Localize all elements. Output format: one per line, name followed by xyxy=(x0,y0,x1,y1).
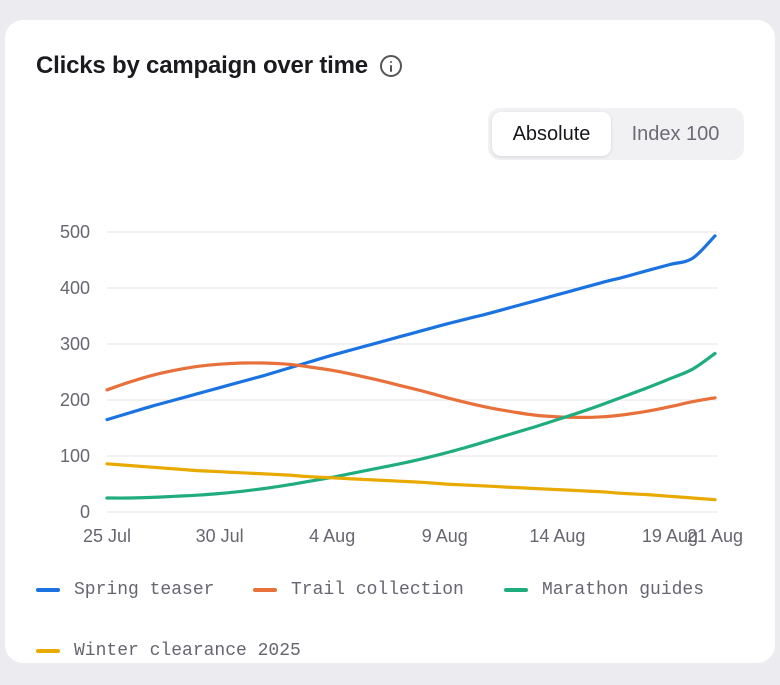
toggle-index-100-button[interactable]: Index 100 xyxy=(631,122,720,145)
legend-item-winter-clearance-2025[interactable]: Winter clearance 2025 xyxy=(36,641,301,661)
legend-item-trail-collection[interactable]: Trail collection xyxy=(253,580,464,600)
legend-label: Marathon guides xyxy=(542,580,705,600)
x-tick-label: 19 Aug xyxy=(642,526,698,546)
series-line-marathon-guides xyxy=(105,351,717,500)
chart-card: Clicks by campaign over time Absolute In… xyxy=(5,20,775,663)
y-tick-label: 100 xyxy=(60,446,90,466)
x-tick-label: 21 Aug xyxy=(687,526,743,546)
info-icon[interactable] xyxy=(379,55,402,77)
x-tick-label: 14 Aug xyxy=(529,526,585,546)
series-line-winter-clearance-2025 xyxy=(105,462,717,502)
y-tick-label: 300 xyxy=(60,334,90,354)
y-tick-label: 0 xyxy=(80,502,90,522)
legend-swatch xyxy=(36,588,60,592)
x-tick-label: 25 Jul xyxy=(83,526,131,546)
legend-swatch xyxy=(36,649,60,653)
legend-swatch xyxy=(504,588,528,592)
legend-label: Winter clearance 2025 xyxy=(74,641,301,661)
series-line-trail-collection xyxy=(105,361,717,419)
legend-swatch xyxy=(253,588,277,592)
x-tick-label: 30 Jul xyxy=(196,526,244,546)
legend-label: Spring teaser xyxy=(74,580,215,600)
legend-label: Trail collection xyxy=(291,580,464,600)
series-line-spring-teaser xyxy=(105,234,717,422)
chart-title: Clicks by campaign over time xyxy=(36,52,368,79)
legend-item-marathon-guides[interactable]: Marathon guides xyxy=(504,580,704,600)
y-tick-label: 400 xyxy=(60,278,90,298)
view-mode-toggle: Absolute Index 100 xyxy=(488,108,744,160)
toggle-absolute-button[interactable]: Absolute xyxy=(492,112,611,156)
title-row: Clicks by campaign over time xyxy=(36,50,402,82)
x-tick-label: 9 Aug xyxy=(422,526,468,546)
y-tick-label: 200 xyxy=(60,390,90,410)
y-tick-label: 500 xyxy=(60,222,90,242)
legend-item-spring-teaser[interactable]: Spring teaser xyxy=(36,580,214,600)
x-tick-label: 4 Aug xyxy=(309,526,355,546)
